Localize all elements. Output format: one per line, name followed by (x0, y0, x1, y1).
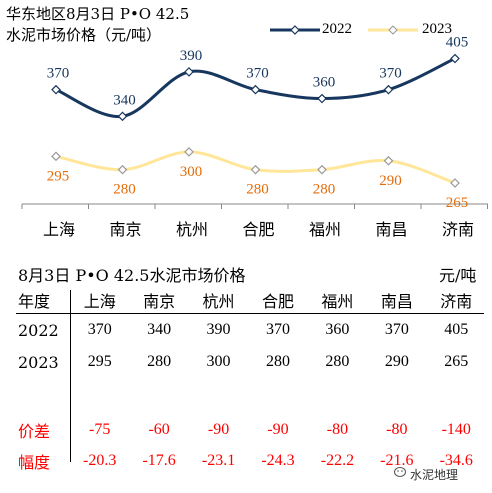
x-tick-label: 福州 (309, 220, 341, 239)
table-row-2022: 2022 370 340 390 370 360 370 405 (16, 314, 486, 346)
table-row-2023: 2023 295 280 300 280 280 290 265 (16, 346, 486, 378)
table-cell: -17.6 (142, 451, 176, 469)
col-header: 南京 (143, 292, 176, 311)
table-cell: 340 (147, 321, 172, 338)
x-tick-label: 上海 (43, 220, 75, 239)
data-label: 340 (113, 92, 136, 108)
data-point (317, 93, 327, 104)
price-table: 年度 上海 南京 杭州 合肥 福州 南昌 济南 2022 370 340 390… (16, 286, 486, 476)
wechat-icon (394, 467, 406, 477)
table-spacer-row (16, 378, 486, 414)
table-header-row: 年度 上海 南京 杭州 合肥 福州 南昌 济南 (16, 286, 486, 314)
data-point (383, 155, 394, 166)
row-label: 幅度 (18, 452, 51, 472)
legend-swatch-2023 (368, 25, 418, 35)
data-label: 265 (446, 195, 469, 211)
x-tick-label: 济南 (442, 220, 474, 239)
x-tick-label: 南京 (109, 220, 141, 239)
data-point (51, 84, 61, 95)
table-cell: 370 (87, 321, 112, 338)
col-header: 杭州 (202, 292, 235, 311)
data-label: 390 (180, 48, 203, 64)
data-label: 295 (47, 168, 70, 184)
chart-subtitle: 水泥市场价格（元/吨） (6, 26, 162, 44)
data-label: 370 (246, 66, 269, 82)
table-cell: 280 (325, 353, 350, 370)
table-cell: 280 (147, 353, 172, 370)
table-cell: 290 (384, 353, 409, 370)
legend-label-2023: 2023 (422, 21, 452, 37)
table-row-ratio: 幅度 -20.3 -17.6 -23.1 -24.3 -22.2 -21.6 -… (16, 445, 486, 476)
table-cell: -75 (89, 420, 111, 438)
data-point (117, 164, 128, 175)
table-cell: 280 (265, 353, 290, 370)
table-cell: -34.6 (439, 451, 473, 469)
col-header: 合肥 (261, 292, 294, 311)
table-cell: 370 (384, 321, 409, 338)
data-label: 300 (180, 164, 203, 180)
table-header-rule (16, 313, 484, 314)
data-point (317, 164, 327, 175)
table-corner: 年度 (18, 292, 51, 311)
table-cell: -80 (326, 420, 349, 438)
table-cell: 370 (265, 321, 290, 338)
table-title: 8月3日 P•O 42.5水泥市场价格 (18, 266, 246, 285)
legend-swatch-2022 (270, 25, 320, 35)
col-header: 南昌 (380, 292, 413, 311)
row-label: 2022 (18, 320, 59, 340)
line-chart: 370 340 390 370 360 370 405 295 280 300 280 280 290 2… (21, 35, 488, 239)
data-label: 280 (113, 182, 136, 198)
chart-title: 华东地区8月3日 P•O 42.5 (6, 5, 190, 23)
table-cell: -140 (441, 420, 471, 438)
x-tick-label: 合肥 (242, 220, 274, 239)
legend-label-2022: 2022 (322, 21, 352, 37)
table-cell: -22.2 (320, 451, 355, 469)
table-cell: 390 (206, 321, 231, 338)
data-point (250, 84, 261, 95)
table-cell: -90 (207, 420, 230, 438)
data-label: 370 (47, 66, 70, 82)
table-cell: 360 (325, 321, 350, 338)
data-point (450, 53, 460, 64)
legend-2023: 2023 (368, 20, 458, 40)
data-point (51, 151, 61, 162)
table-cell: -90 (267, 420, 289, 438)
data-point (383, 84, 394, 95)
col-header: 济南 (440, 292, 473, 311)
data-point (184, 67, 194, 77)
table-cell: -23.1 (201, 451, 236, 469)
table-cell: -60 (148, 420, 170, 438)
legend-2022: 2022 (270, 20, 360, 40)
data-label: 360 (313, 75, 336, 91)
table-cell: 405 (444, 321, 469, 338)
table-unit: 元/吨 (439, 266, 477, 285)
table-row-diff: 价差 -75 -60 -90 -90 -80 -80 -140 (16, 414, 486, 445)
col-header: 福州 (321, 292, 354, 311)
data-point (450, 178, 460, 188)
data-point (184, 147, 194, 157)
table-cell: -24.3 (261, 451, 295, 469)
data-label: 280 (313, 182, 336, 198)
table-cell: -21.6 (380, 451, 414, 469)
row-label: 2023 (18, 352, 59, 372)
table-vertical-rule (70, 290, 71, 462)
data-label: 290 (379, 173, 402, 189)
data-point (250, 164, 261, 175)
table-cell: -20.3 (83, 451, 117, 469)
col-header: 上海 (83, 292, 116, 311)
watermark: 水泥地理 (410, 468, 459, 482)
table-cell: 295 (87, 353, 112, 370)
table-cell: -80 (386, 420, 408, 438)
table-cell: 300 (206, 353, 231, 370)
data-label: 370 (379, 66, 402, 82)
data-point (117, 111, 128, 122)
x-tick-label: 南昌 (375, 220, 407, 239)
x-tick-label: 杭州 (176, 220, 208, 239)
data-label: 405 (446, 35, 469, 51)
data-label: 280 (246, 182, 269, 198)
table-cell: 265 (444, 353, 469, 370)
row-label: 价差 (18, 421, 51, 441)
